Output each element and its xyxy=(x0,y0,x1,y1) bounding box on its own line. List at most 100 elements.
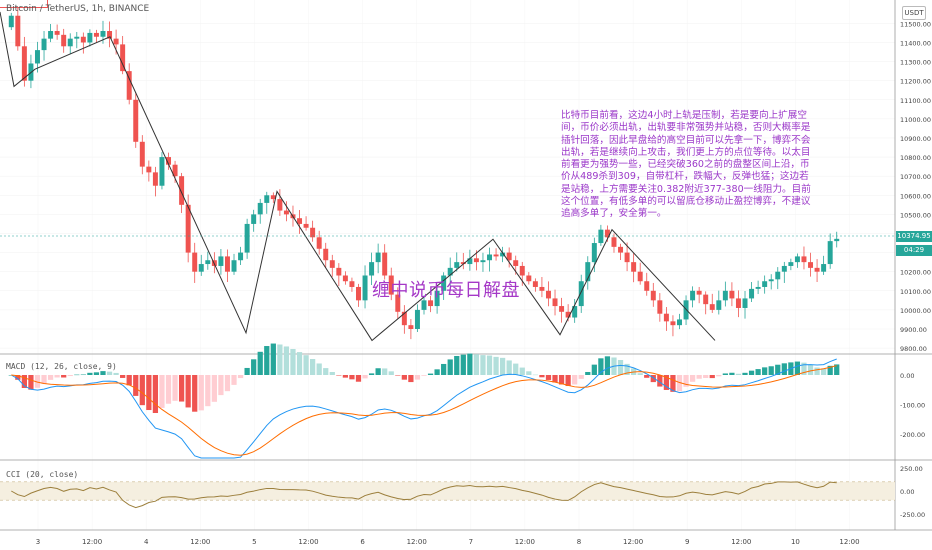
macd-histogram-bar xyxy=(290,348,296,375)
candle-body xyxy=(709,304,715,310)
candle-body xyxy=(401,311,407,326)
macd-histogram-bar xyxy=(165,375,172,404)
macd-histogram-bar xyxy=(342,375,349,378)
macd-histogram-bar xyxy=(61,375,67,378)
candle-body xyxy=(87,32,93,43)
candle-body xyxy=(198,264,204,272)
candle-body xyxy=(677,319,682,326)
candle-body xyxy=(585,262,591,282)
candle-body xyxy=(421,300,427,310)
macd-histogram-bar xyxy=(159,375,165,408)
macd-histogram-bar xyxy=(15,375,21,380)
candle-body xyxy=(814,267,820,272)
cci-line xyxy=(11,481,837,509)
candle-body xyxy=(441,275,447,291)
macd-line xyxy=(11,358,837,459)
macd-histogram-bar xyxy=(473,354,480,375)
macd-histogram-bar xyxy=(644,375,650,378)
candle-body xyxy=(735,298,741,308)
macd-histogram-bar xyxy=(689,375,696,382)
candle-body xyxy=(231,260,237,272)
candle-body xyxy=(159,157,165,186)
candle-body xyxy=(742,298,748,308)
macd-histogram-bar xyxy=(120,375,126,378)
macd-histogram-bar xyxy=(539,375,545,378)
candle-body xyxy=(107,31,113,39)
macd-histogram-bar xyxy=(768,366,774,375)
candle-body xyxy=(572,306,578,318)
macd-histogram-bar xyxy=(663,375,670,390)
macd-histogram-bar xyxy=(591,364,597,375)
candle-body xyxy=(303,223,309,228)
candle-body xyxy=(447,267,453,276)
candle-body xyxy=(729,290,735,299)
candle-body xyxy=(93,32,99,37)
macd-histogram-bar xyxy=(355,375,362,382)
price-tick-label: 10900.00 xyxy=(900,135,931,143)
macd-histogram-bar xyxy=(604,356,611,375)
candle-body xyxy=(618,246,624,253)
candle-body xyxy=(270,195,276,200)
price-tick-label: 10500.00 xyxy=(900,211,931,219)
candle-body xyxy=(834,238,840,242)
price-tick-label: 11300.00 xyxy=(900,59,931,67)
time-axis[interactable]: 3 12:00 4 12:00 5 12:00 6 12:00 7 12:00 8 12:00 9 12:… xyxy=(36,538,860,546)
cci-label[interactable]: CCI (20, close) xyxy=(6,470,79,479)
watermark-text[interactable]: 缠中说币每日解盘 xyxy=(372,280,520,301)
macd-pane xyxy=(8,343,840,459)
macd-histogram-bar xyxy=(454,355,460,375)
annotation-text[interactable]: 比特币目前看，这边4小时上轨是压制，若是要向上扩展空间，币价必须出轨，出轨要非常… xyxy=(561,110,811,220)
macd-histogram-bar xyxy=(80,374,86,376)
macd-histogram-bar xyxy=(735,373,742,375)
macd-histogram-bar xyxy=(585,371,591,375)
candle-body xyxy=(519,265,525,276)
macd-histogram-bar xyxy=(572,375,578,385)
macd-label[interactable]: MACD (12, 26, close, 9) xyxy=(6,362,117,371)
macd-histogram-bar xyxy=(722,373,728,375)
macd-histogram-bar xyxy=(821,368,827,375)
candle-body xyxy=(34,50,40,64)
candle-body xyxy=(100,31,106,37)
candle-body xyxy=(722,290,728,301)
candle-body xyxy=(690,290,696,301)
macd-histogram-bar xyxy=(205,375,211,407)
candle-body xyxy=(205,260,211,265)
cci-tick-label: 0.00 xyxy=(900,488,914,496)
candle-body xyxy=(192,252,198,272)
macd-histogram-bar xyxy=(47,375,54,380)
candle-body xyxy=(388,275,394,295)
candle-body xyxy=(277,199,283,211)
symbol-title[interactable]: Bitcoin / TetherUS, 1h, BINANCE xyxy=(6,4,150,14)
candle-body xyxy=(8,15,14,28)
macd-histogram-bar xyxy=(211,375,217,402)
time-tick-label: 12:00 xyxy=(839,538,859,546)
candle-body xyxy=(663,313,669,322)
trendline-drawing[interactable] xyxy=(0,11,716,342)
candle-body xyxy=(251,214,257,224)
macd-histogram-bar xyxy=(185,375,191,408)
macd-histogram-bar xyxy=(493,356,499,375)
candle-body xyxy=(755,286,761,289)
candle-body xyxy=(382,252,388,276)
price-axis[interactable]: 11500.00 11400.00 11300.00 11200.00 11100.00… xyxy=(900,20,931,519)
time-tick-label: 5 xyxy=(252,538,256,546)
candle-body xyxy=(644,281,650,291)
candle-body xyxy=(703,294,709,305)
macd-histogram-bar xyxy=(74,374,80,376)
macd-histogram-bar xyxy=(794,361,801,375)
macd-histogram-bar xyxy=(519,367,525,375)
macd-histogram-bar xyxy=(447,359,453,375)
macd-histogram-bar xyxy=(336,375,342,376)
macd-histogram-bar xyxy=(93,372,100,375)
candle-body xyxy=(611,237,617,247)
candle-body xyxy=(808,262,814,268)
time-tick-label: 10 xyxy=(791,538,800,546)
currency-button[interactable]: USDT xyxy=(902,6,926,20)
macd-histogram-bar xyxy=(54,375,60,378)
tradingview-logo-box xyxy=(0,0,48,8)
candle-body xyxy=(15,15,21,47)
macd-histogram-bar xyxy=(545,375,552,380)
main-grid xyxy=(0,0,895,530)
candle-body xyxy=(238,252,244,261)
